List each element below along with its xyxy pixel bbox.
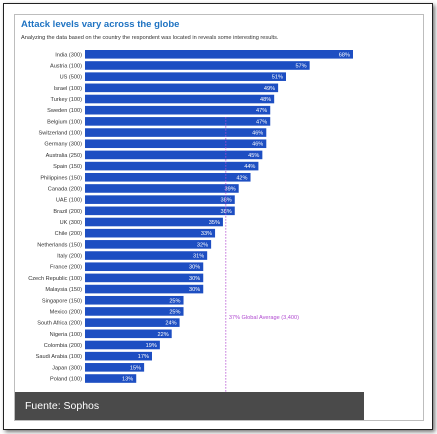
- category-label: Spain (150): [53, 164, 82, 170]
- category-label: Austria (100): [50, 63, 82, 69]
- data-label: 33%: [201, 231, 212, 237]
- category-label: Nigeria (100): [50, 332, 82, 338]
- bar: [85, 351, 152, 361]
- chart-title: Attack levels vary across the globe: [21, 19, 180, 30]
- outer-frame: Attack levels vary across the globe Anal…: [3, 3, 433, 430]
- category-label: India (300): [55, 52, 82, 58]
- source-caption: Fuente: Sophos: [15, 392, 364, 420]
- data-label: 22%: [158, 332, 169, 338]
- data-label: 19%: [146, 343, 157, 349]
- bar: [85, 172, 251, 182]
- category-label: Canada (200): [48, 186, 82, 192]
- data-label: 57%: [295, 63, 306, 69]
- category-label: Mexico (200): [50, 309, 82, 315]
- bar: [85, 363, 145, 372]
- category-label: UK (300): [60, 220, 83, 226]
- data-label: 51%: [272, 75, 283, 81]
- data-label: 42%: [236, 175, 247, 181]
- data-label: 24%: [165, 321, 176, 327]
- category-label: Malaysia (150): [45, 287, 82, 293]
- data-label: 68%: [339, 52, 350, 58]
- category-label: Brazil (200): [53, 209, 82, 215]
- data-label: 30%: [189, 265, 200, 271]
- category-label: Italy (200): [57, 254, 82, 260]
- data-label: 30%: [189, 287, 200, 293]
- bar: [85, 318, 180, 327]
- bar: [85, 61, 310, 70]
- data-label: 48%: [260, 97, 271, 103]
- category-label: France (200): [50, 265, 82, 271]
- data-label: 31%: [193, 254, 204, 260]
- category-label: Switzerland (100): [38, 131, 82, 137]
- bar: [85, 284, 204, 294]
- bar: [85, 105, 271, 115]
- category-label: Sweden (100): [47, 108, 82, 114]
- data-label: 15%: [130, 365, 141, 371]
- bar: [85, 83, 279, 93]
- bar: [85, 217, 223, 227]
- data-label: 32%: [197, 242, 208, 248]
- bar: [85, 72, 286, 81]
- bar: [85, 117, 271, 126]
- bar: [85, 128, 267, 137]
- category-label: Belgium (100): [47, 119, 82, 125]
- bar: [85, 161, 259, 171]
- data-label: 17%: [138, 354, 149, 360]
- category-label: Poland (100): [50, 377, 82, 383]
- category-label: US (500): [60, 75, 83, 81]
- bar: [85, 340, 160, 350]
- data-label: 39%: [225, 186, 236, 192]
- bar: [85, 228, 216, 238]
- source-caption-text: Fuente: Sophos: [25, 400, 100, 412]
- data-label: 38%: [221, 198, 232, 204]
- bar: [85, 374, 137, 383]
- category-label: Czech Republic (100): [28, 276, 82, 282]
- category-label: UAE (100): [56, 198, 82, 204]
- data-label: 49%: [264, 86, 275, 92]
- bar: [85, 195, 235, 204]
- chart-panel: Attack levels vary across the globe Anal…: [14, 14, 424, 421]
- global-average-label: 37% Global Average (3,400): [229, 315, 299, 321]
- bar: [85, 329, 172, 339]
- bar: [85, 150, 263, 160]
- bar: [85, 50, 353, 59]
- bar-chart: India (300) 68% Austria (100) 57% US (500) 51…: [28, 50, 353, 392]
- data-label: 30%: [189, 276, 200, 282]
- data-label: 44%: [244, 164, 255, 170]
- category-label: Germany (300): [44, 142, 82, 148]
- bar: [85, 295, 184, 305]
- data-label: 25%: [169, 309, 180, 315]
- category-label: Israel (100): [54, 86, 82, 92]
- bar: [85, 94, 275, 104]
- data-label: 47%: [256, 108, 267, 114]
- data-label: 46%: [252, 142, 263, 148]
- data-label: 47%: [256, 119, 267, 125]
- data-label: 35%: [209, 220, 220, 226]
- category-label: Turkey (100): [50, 97, 82, 103]
- category-label: Australia (250): [46, 153, 83, 159]
- category-label: Singapore (150): [42, 298, 82, 304]
- data-label: 45%: [248, 153, 259, 159]
- data-label: 25%: [169, 298, 180, 304]
- category-label: Japan (300): [52, 365, 82, 371]
- category-label: Colombia (200): [44, 343, 82, 349]
- bar: [85, 139, 267, 149]
- data-label: 38%: [221, 209, 232, 215]
- bar: [85, 262, 204, 272]
- data-label: 46%: [252, 131, 263, 137]
- data-label: 13%: [122, 377, 133, 383]
- bar: [85, 240, 212, 249]
- category-label: Saudi Arabia (100): [36, 354, 82, 360]
- category-label: Chile (200): [55, 231, 82, 237]
- bar: [85, 206, 235, 216]
- chart-subtitle: Analyzing the data based on the country …: [21, 35, 279, 41]
- category-label: Philippines (150): [40, 175, 82, 181]
- category-label: Netherlands (150): [37, 242, 82, 248]
- bar: [85, 184, 239, 193]
- category-label: South Africa (200): [37, 321, 82, 327]
- bar: [85, 273, 204, 283]
- bar: [85, 251, 208, 260]
- bar: [85, 307, 184, 316]
